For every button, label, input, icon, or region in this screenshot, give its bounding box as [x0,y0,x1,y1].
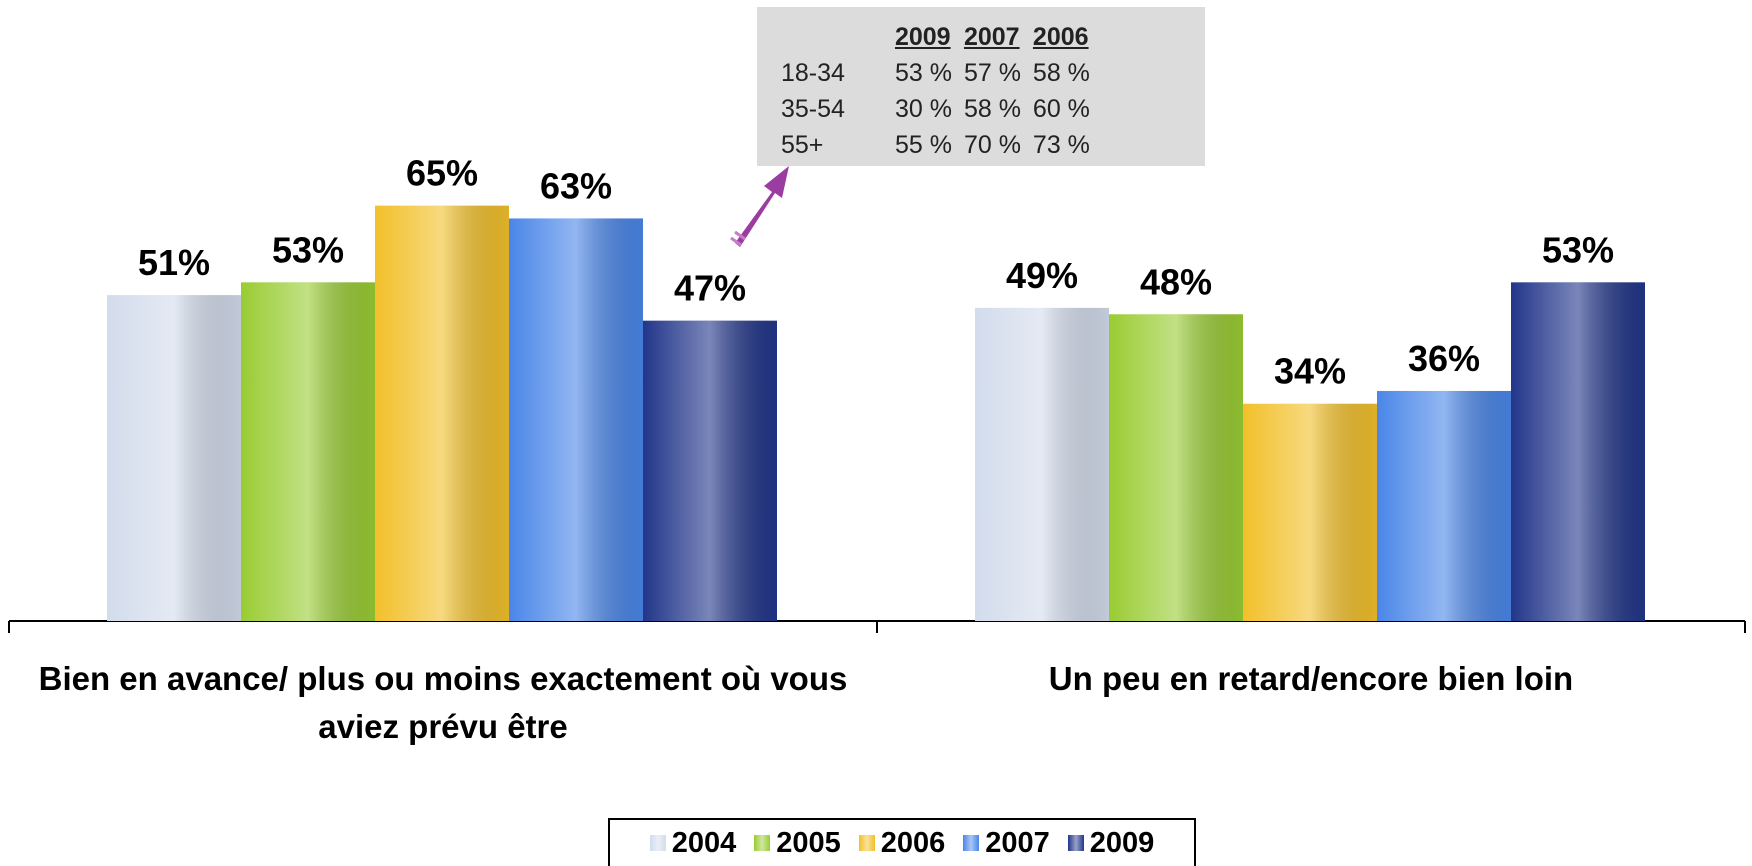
value-label: 65% [406,153,478,194]
legend-item: 2007 [963,827,1050,860]
legend-item: 2006 [858,826,946,860]
bar [509,218,643,621]
value-label: 53% [272,229,344,270]
bar [1511,282,1645,621]
row-label: 18-34 [781,58,845,87]
bar [241,282,375,621]
bar [375,205,509,621]
value-label: 53% [1542,229,1614,270]
value-label: 49% [1006,255,1078,296]
legend-item: 2009 [1067,826,1155,860]
legend-swatch [858,835,875,851]
legend-swatch [1067,835,1084,851]
blank [775,19,889,55]
bar [643,320,777,621]
bar [1243,403,1377,621]
legend-item: 2004 [649,826,737,860]
legend-label: 2005 [776,826,841,859]
table-cell: 30 % [894,94,952,123]
annotation-box: 2009 2007 2006 18-34 53 % 57 % 58 % 35-54 30 % 5… [757,7,1205,166]
value-label: 51% [138,242,210,283]
value-label: 34% [1274,351,1346,392]
table-cell: 73 % [1032,130,1090,159]
table-cell: 55 % [894,130,952,159]
row-label: 55+ [781,130,824,159]
table-cell: 57 % [963,58,1021,87]
table-cell: 60 % [1032,94,1090,123]
legend-label: 2006 [880,826,946,859]
table-cell: 70 % [963,130,1021,159]
legend-label: 2007 [985,826,1050,859]
category-label: Un peu en retard/encore bien loin [1048,660,1574,697]
category-label: Bien en avance/ plus ou moins exactement… [38,660,848,745]
legend-swatch [963,835,980,851]
legend-swatch [754,835,771,851]
value-label: 47% [674,268,746,309]
table-cell: 58 % [963,94,1021,123]
column-header: 2006 [1032,22,1089,51]
value-label: 36% [1408,338,1480,379]
value-label: 48% [1140,261,1212,302]
row-label: 35-54 [781,94,845,123]
legend: 2004 2005 2006 2007 2009 [608,818,1196,866]
bar [975,307,1109,621]
table-row: 35-54 30 % 58 % 60 % [775,91,1096,127]
legend-label: 2009 [1089,826,1155,859]
table-row: 18-34 53 % 57 % 58 % [775,55,1096,91]
value-label: 63% [540,165,612,206]
column-header: 2007 [963,22,1020,51]
column-header: 2009 [894,22,951,51]
arrow [730,166,789,247]
bar [1109,314,1243,621]
annotation-table: 2009 2007 2006 18-34 53 % 57 % 58 % 35-54 30 % 5… [775,19,1096,163]
legend-swatch [649,835,666,851]
table-cell: 58 % [1032,58,1090,87]
bar [107,295,241,621]
bar [1377,390,1511,621]
legend-label: 2004 [671,826,737,859]
table-row: 55+ 55 % 70 % 73 % [775,127,1096,163]
table-cell: 53 % [894,58,952,87]
legend-item: 2005 [754,827,841,860]
